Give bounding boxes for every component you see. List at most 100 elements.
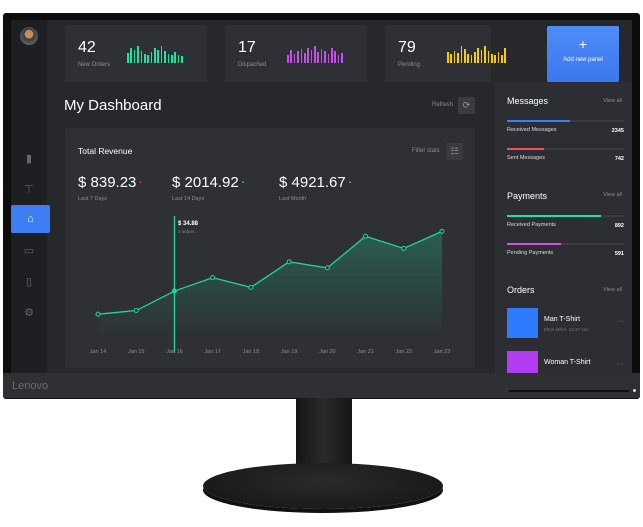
data-point[interactable]: [171, 288, 177, 294]
spark-bar: [303, 53, 306, 63]
spark-bar: [307, 48, 309, 63]
filter-stats-button[interactable]: ☷: [446, 143, 463, 160]
row-value: 742: [614, 156, 624, 162]
chat-icon[interactable]: ▭: [23, 244, 35, 257]
product-thumbnail: [507, 308, 538, 338]
spark-bar: [484, 46, 486, 63]
messages-title: Messages: [507, 96, 549, 106]
x-tick-label: Jan 18: [243, 349, 260, 355]
gear-icon[interactable]: ⚙: [24, 306, 34, 319]
spark-bar: [287, 55, 289, 63]
stat-label: Dispached: [238, 62, 267, 68]
stat-card-new-orders[interactable]: 42 New Orders: [65, 25, 207, 82]
x-tick-label: Jan 16: [166, 349, 183, 355]
revenue-chart[interactable]: Jan 14 Jan 15 Jan 16 Jan 17 Jan 18 Jan 19 Jan …: [65, 128, 475, 368]
refresh-label[interactable]: Refresh: [432, 102, 454, 108]
filter-stats-label[interactable]: Filter stats: [412, 148, 440, 154]
order-meta: Elton Miller 12:37 AM: [544, 327, 588, 332]
order-item[interactable]: Man T-Shirt Elton Miller 12:37 AM ···: [507, 308, 624, 338]
spark-bar: [457, 53, 459, 63]
stat-card-pending[interactable]: 79 Pending: [385, 25, 507, 82]
more-icon[interactable]: ···: [617, 318, 624, 325]
spark-bar: [310, 50, 313, 63]
data-point[interactable]: [439, 228, 445, 234]
data-point[interactable]: [324, 265, 330, 271]
row-value: 892: [614, 223, 624, 229]
spark-bar: [337, 55, 340, 63]
sparkline: [447, 44, 507, 63]
sparkline: [287, 44, 343, 63]
spark-bar: [450, 54, 453, 63]
data-point[interactable]: [363, 233, 369, 239]
spark-bar: [170, 55, 173, 63]
spark-bar: [320, 49, 323, 63]
spark-bar: [181, 56, 183, 63]
spark-bar: [474, 52, 476, 63]
avatar[interactable]: [20, 27, 38, 45]
stat-value: 17: [238, 39, 256, 56]
data-point[interactable]: [95, 311, 101, 317]
spark-bar: [150, 52, 153, 63]
spark-bar: [154, 48, 156, 63]
data-point[interactable]: [133, 308, 139, 314]
order-name: Woman T-Shirt: [544, 359, 591, 366]
spark-bar: [137, 46, 139, 63]
revenue-total: $ 839.23 ▪: [78, 174, 142, 191]
revenue-period: Last 14 Days: [172, 196, 205, 202]
stat-card-dispatched[interactable]: 17 Dispached: [225, 25, 367, 82]
spark-bar: [157, 50, 160, 63]
spark-bar: [501, 55, 503, 63]
basket-icon[interactable]: ⌂: [11, 205, 50, 233]
monitor-chin: Lenovo: [3, 373, 640, 398]
bar-chart-icon[interactable]: ▮: [25, 152, 33, 165]
clipboard-icon[interactable]: ▯: [25, 275, 33, 288]
data-point[interactable]: [248, 284, 254, 290]
panel-title: Total Revenue: [78, 146, 133, 156]
trend-up-icon: ▪: [348, 180, 351, 187]
spark-bar: [504, 48, 507, 63]
messages-view-all[interactable]: View all: [603, 98, 622, 104]
data-point[interactable]: [210, 275, 216, 281]
refresh-button[interactable]: ⟳: [458, 97, 475, 114]
spark-bar: [447, 52, 449, 63]
row-label: Sent Messages: [507, 155, 545, 161]
series-line: [97, 230, 443, 315]
spark-bar: [487, 51, 490, 63]
progress-bar: [507, 215, 624, 217]
tooltip-value: $ 34.88: [178, 221, 199, 227]
data-point[interactable]: [286, 259, 292, 265]
page-title: My Dashboard: [64, 97, 162, 114]
control-buttons[interactable]: [509, 390, 629, 392]
progress-bar: [507, 243, 624, 245]
x-tick-label: Jan 17: [204, 349, 221, 355]
spark-bar: [463, 49, 466, 63]
row-value: 591: [614, 251, 624, 257]
add-new-panel-button[interactable]: + Add new panel: [547, 26, 619, 82]
more-icon[interactable]: ···: [617, 361, 624, 368]
orders-view-all[interactable]: View all: [603, 287, 622, 293]
spark-bar: [147, 55, 149, 63]
spark-bar: [330, 48, 333, 63]
spark-bar: [140, 51, 143, 63]
x-tick-label: Jan 20: [319, 349, 336, 355]
signpost-icon[interactable]: ⊤: [24, 183, 34, 196]
row-label: Received Messages: [507, 127, 557, 133]
spark-bar: [467, 54, 469, 63]
order-item[interactable]: Woman T-Shirt ···: [507, 351, 624, 373]
data-point[interactable]: [401, 245, 407, 251]
spark-bar: [490, 54, 493, 63]
order-name: Man T-Shirt: [544, 316, 581, 323]
spark-bar: [174, 52, 176, 63]
spark-bar: [160, 46, 163, 63]
x-tick-label: Jan 19: [281, 349, 298, 355]
spark-bar: [167, 54, 170, 63]
spark-bar: [133, 50, 136, 63]
spark-bar: [300, 49, 303, 63]
spark-bar: [460, 46, 463, 63]
sparkline: [127, 44, 183, 63]
spark-bar: [497, 52, 500, 63]
progress-bar: [507, 120, 624, 122]
trend-up-icon: ▪: [241, 180, 244, 187]
payments-view-all[interactable]: View all: [603, 192, 622, 198]
spark-bar: [453, 51, 456, 63]
